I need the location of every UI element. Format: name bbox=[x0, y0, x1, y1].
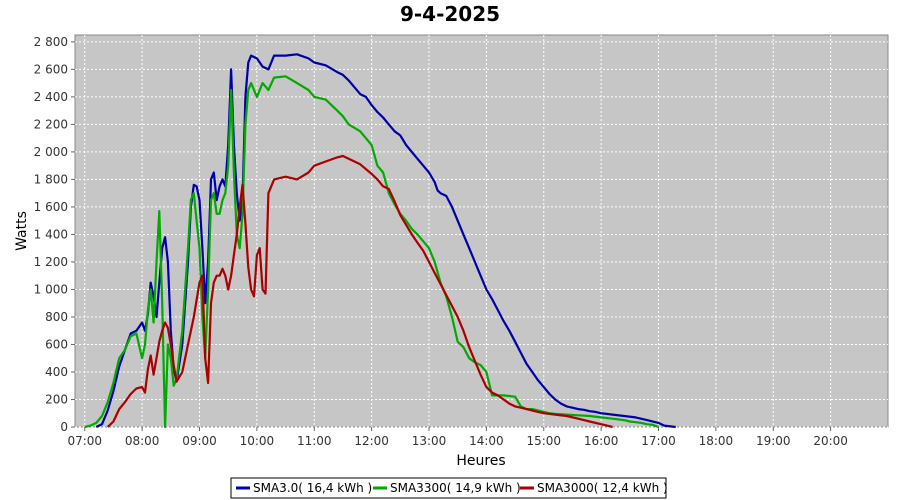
y-tick-label: 1 000 bbox=[34, 282, 68, 296]
y-tick-label: 2 600 bbox=[34, 62, 68, 76]
y-tick-label: 0 bbox=[60, 420, 68, 434]
series-line-2 bbox=[106, 154, 613, 429]
legend-label-2: SMA3000( 12,4 kWh ) bbox=[537, 481, 668, 495]
y-axis-label: Watts bbox=[14, 211, 30, 251]
x-tick-label: 09:00 bbox=[182, 434, 217, 448]
y-tick-label: 2 200 bbox=[34, 117, 68, 131]
legend-label-0: SMA3.0( 16,4 kWh ) bbox=[253, 481, 372, 495]
x-tick-label: 17:00 bbox=[641, 434, 676, 448]
x-tick-label: 07:00 bbox=[67, 434, 102, 448]
y-tick-label: 800 bbox=[45, 310, 68, 324]
x-tick-label: 18:00 bbox=[699, 434, 734, 448]
x-axis-label: Heures bbox=[456, 453, 505, 469]
y-tick-label: 400 bbox=[45, 365, 68, 379]
x-tick-label: 19:00 bbox=[756, 434, 791, 448]
x-tick-label: 13:00 bbox=[412, 434, 447, 448]
x-tick-label: 11:00 bbox=[297, 434, 332, 448]
legend-box bbox=[230, 477, 667, 499]
x-tick-label: 20:00 bbox=[813, 434, 848, 448]
x-tick-label: 15:00 bbox=[526, 434, 561, 448]
x-tick-label: 12:00 bbox=[354, 434, 389, 448]
x-tick-label: 16:00 bbox=[584, 434, 619, 448]
legend-label-1: SMA3300( 14,9 kWh ) bbox=[390, 481, 521, 495]
x-tick-label: 08:00 bbox=[125, 434, 160, 448]
grid-lines bbox=[75, 35, 888, 428]
y-tick-label: 600 bbox=[45, 337, 68, 351]
y-axis-ticks: 0 200 400 600 800 1 000 1 200 1 400 1 600 1 800 2 … bbox=[34, 35, 75, 434]
legend: SMA3.0( 16,4 kWh ) SMA3300( 14,9 kWh ) SMA… bbox=[230, 477, 668, 499]
x-axis-ticks: 07:00 08:00 09:00 10:00 11:00 12:00 13:00 14:00… bbox=[67, 427, 848, 448]
y-tick-label: 200 bbox=[45, 392, 68, 406]
y-tick-label: 2 800 bbox=[34, 35, 68, 49]
series-layer bbox=[84, 53, 676, 429]
y-tick-label: 2 400 bbox=[34, 90, 68, 104]
y-tick-label: 2 000 bbox=[34, 145, 68, 159]
series-line-0 bbox=[95, 53, 676, 429]
y-tick-label: 1 200 bbox=[34, 255, 68, 269]
x-tick-label: 14:00 bbox=[469, 434, 504, 448]
y-tick-label: 1 600 bbox=[34, 200, 68, 214]
y-tick-label: 1 400 bbox=[34, 227, 68, 241]
y-tick-label: 1 800 bbox=[34, 172, 68, 186]
chart-title: 9-4-2025 bbox=[400, 2, 500, 26]
x-tick-label: 10:00 bbox=[240, 434, 275, 448]
